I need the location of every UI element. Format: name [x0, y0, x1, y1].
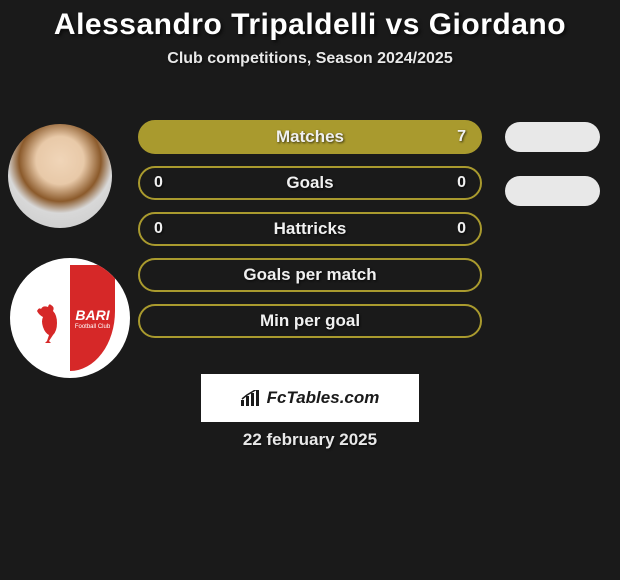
- brand-text: FcTables.com: [267, 388, 380, 408]
- stat-row: Min per goal: [138, 304, 482, 338]
- date-text: 22 february 2025: [0, 430, 620, 450]
- stat-label: Hattricks: [274, 219, 347, 239]
- rooster-icon: [33, 303, 63, 345]
- stat-value-right: 7: [457, 128, 466, 146]
- page-subtitle: Club competitions, Season 2024/2025: [0, 50, 620, 68]
- page-title: Alessandro Tripaldelli vs Giordano: [0, 8, 620, 42]
- stat-label: Goals: [286, 173, 333, 193]
- stats-container: Matches 7 0 Goals 0 0 Hattricks 0 Goals per matc…: [138, 120, 482, 350]
- stat-label: Min per goal: [260, 311, 360, 331]
- stat-label: Matches: [276, 127, 344, 147]
- stat-value-right: 0: [457, 220, 466, 238]
- stat-label: Goals per match: [243, 265, 376, 285]
- chart-icon: [241, 390, 261, 406]
- stat-value-left: 0: [154, 220, 163, 238]
- player-right-avatar-1: [505, 122, 600, 152]
- stat-value-right: 0: [457, 174, 466, 192]
- stat-row: Matches 7: [138, 120, 482, 154]
- player-right-avatar-2: [505, 176, 600, 206]
- brand-box: FcTables.com: [201, 374, 419, 422]
- stat-value-left: 0: [154, 174, 163, 192]
- stat-row: 0 Hattricks 0: [138, 212, 482, 246]
- player-left-avatar: [8, 124, 112, 228]
- club-badge: BARI Football Club: [10, 258, 130, 378]
- club-subtext: Football Club: [75, 324, 110, 330]
- stat-row: 0 Goals 0: [138, 166, 482, 200]
- stat-row: Goals per match: [138, 258, 482, 292]
- club-name: BARI: [75, 307, 109, 323]
